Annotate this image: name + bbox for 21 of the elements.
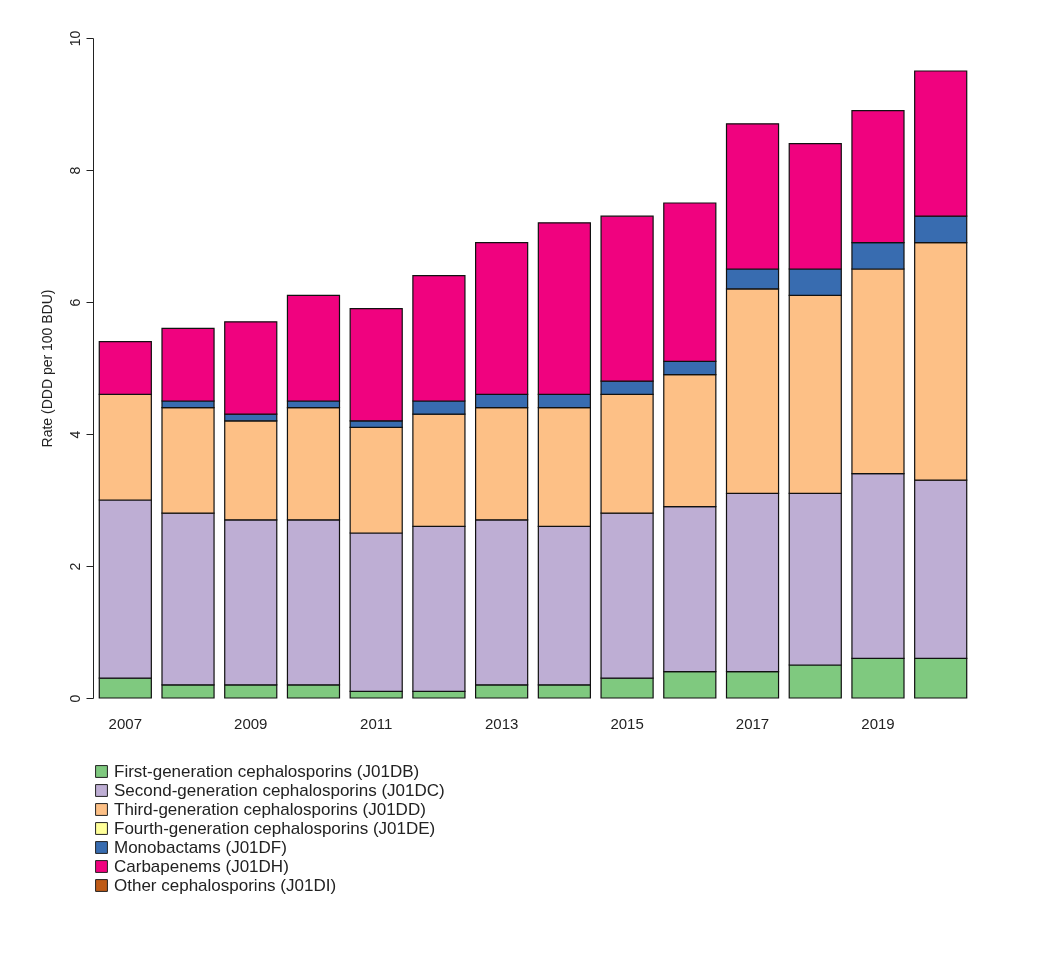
y-axis-title: Rate (DDD per 100 BDU) [38,289,55,448]
y-tick-label: 0 [66,694,83,703]
legend-label: Second-generation cephalosporins (J01DC) [114,780,445,800]
x-tick-label: 2009 [234,714,268,732]
legend-label: Monobactams (J01DF) [114,837,287,857]
x-tick-label: 2015 [610,714,644,732]
legend-label: First-generation cephalosporins (J01DB) [114,761,420,781]
legend-label: Third-generation cephalosporins (J01DD) [114,799,426,819]
y-tick-label: 10 [66,30,83,47]
legend-label: Carbapenems (J01DH) [114,856,289,876]
x-tick-label: 2007 [108,714,142,732]
x-tick-label: 2017 [735,714,770,732]
y-tick-label: 8 [66,166,83,175]
legend-label: Other cephalosporins (J01DI) [114,875,337,895]
x-tick-label: 2019 [861,714,895,732]
x-tick-label: 2011 [360,714,393,732]
y-tick-label: 2 [66,562,83,571]
y-tick-label: 4 [66,430,83,439]
legend-label: Fourth-generation cephalosporins (J01DE) [114,818,436,838]
x-tick-label: 2013 [484,714,519,732]
y-tick-label: 6 [66,298,83,307]
